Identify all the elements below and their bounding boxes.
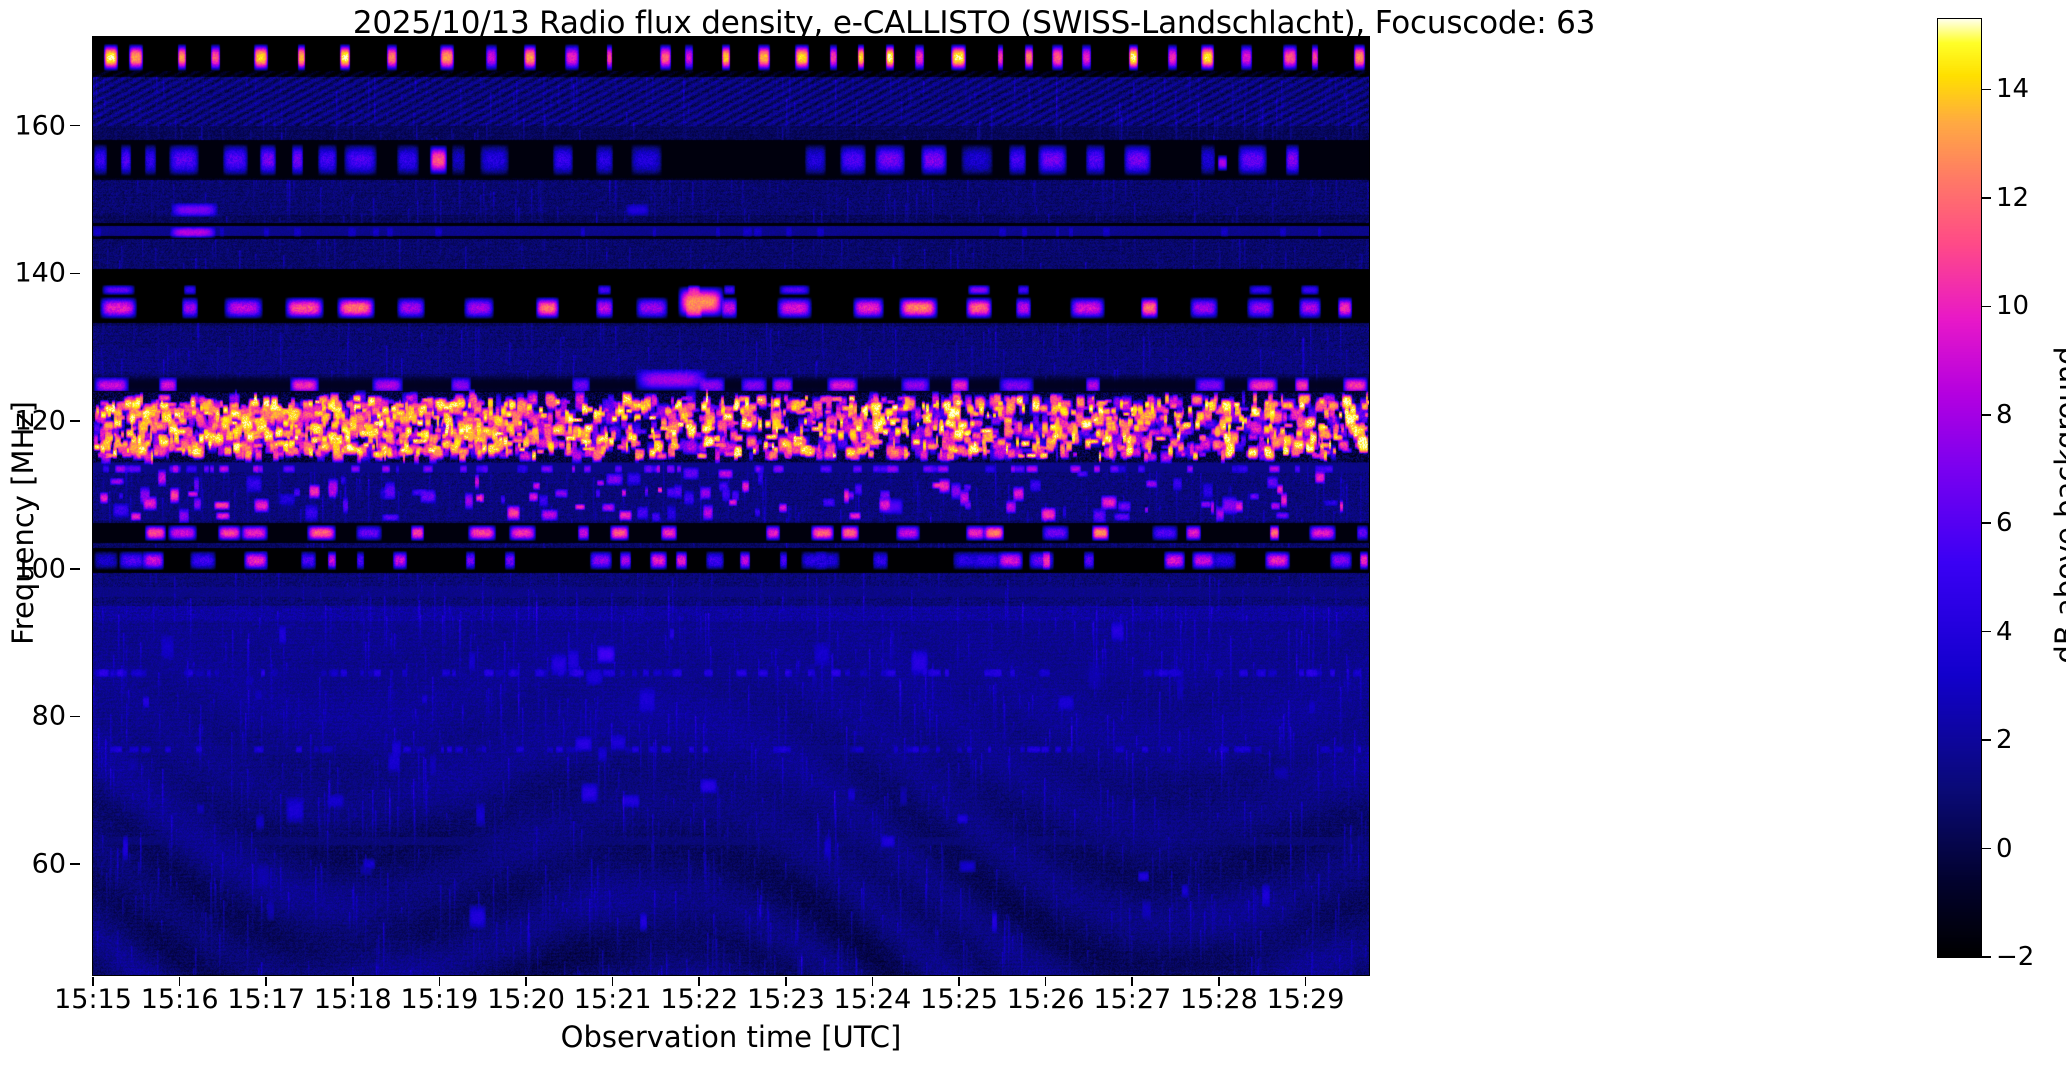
page-title: 2025/10/13 Radio flux density, e-CALLIST…	[352, 5, 1596, 41]
y-tick-label: 80	[31, 700, 66, 732]
x-tick-label: 15:22	[660, 984, 739, 1015]
x-tick-label: 15:16	[140, 984, 219, 1015]
x-tick-mark	[1044, 977, 1047, 986]
colorbar-tick-mark	[1982, 305, 1991, 308]
colorbar-tick-label: 4	[1996, 616, 2013, 647]
x-tick-mark	[958, 977, 960, 986]
x-axis-label: Observation time [UTC]	[560, 1020, 902, 1054]
x-tick-label: 15:21	[573, 984, 652, 1015]
x-tick-label: 15:19	[400, 984, 479, 1015]
x-tick-label: 15:28	[1179, 984, 1258, 1015]
y-axis-ticks: 160 140 120 100 80 60	[0, 0, 92, 1067]
x-tick-label: 15:17	[227, 984, 306, 1015]
colorbar[interactable]	[1937, 18, 1982, 958]
x-tick-mark	[438, 977, 441, 986]
x-tick-mark	[1218, 977, 1220, 986]
y-tick-label: 60	[31, 848, 66, 880]
spectrogram-image	[93, 37, 1369, 975]
colorbar-tick-label: 12	[1996, 182, 2030, 213]
x-tick-label: 15:27	[1093, 984, 1172, 1015]
colorbar-tick-mark	[1982, 739, 1991, 741]
x-tick-label: 15:23	[746, 984, 825, 1015]
spectrogram-plot-area[interactable]	[92, 36, 1370, 976]
x-tick-mark	[352, 977, 354, 986]
x-tick-mark	[525, 977, 527, 986]
colorbar-tick-mark	[1982, 197, 1991, 199]
y-tick-mark	[70, 567, 80, 570]
x-tick-label: 15:15	[54, 984, 132, 1015]
colorbar-tick-mark	[1982, 522, 1991, 525]
colorbar-tick-label: −2	[1996, 942, 2035, 972]
x-tick-mark	[265, 977, 267, 986]
colorbar-tick-mark	[1982, 847, 1991, 850]
y-tick-label: 140	[14, 257, 66, 289]
y-tick-mark	[70, 420, 80, 422]
x-tick-label: 15:24	[833, 984, 912, 1015]
y-tick-mark	[70, 272, 80, 275]
colorbar-tick-mark	[1982, 414, 1991, 416]
colorbar-tick-mark	[1982, 956, 1991, 958]
colorbar-tick-label: 8	[1996, 399, 2013, 430]
x-tick-mark	[785, 977, 787, 986]
x-tick-mark	[178, 977, 181, 986]
colorbar-gradient	[1938, 19, 1981, 957]
x-tick-label: 15:18	[313, 984, 392, 1015]
y-tick-mark	[70, 863, 80, 865]
y-tick-mark	[70, 715, 80, 718]
x-tick-mark	[871, 977, 874, 986]
x-tick-mark	[1131, 977, 1134, 986]
y-tick-label: 160	[14, 110, 66, 142]
colorbar-tick-label: 10	[1996, 291, 2030, 322]
x-tick-mark	[698, 977, 701, 986]
y-tick-label: 100	[14, 553, 66, 585]
y-tick-label: 120	[14, 405, 66, 437]
colorbar-tick-label: 6	[1996, 508, 2013, 539]
x-tick-label: 15:26	[1006, 984, 1085, 1015]
colorbar-tick-label: 14	[1996, 74, 2030, 105]
x-tick-label: 15:25	[920, 984, 998, 1015]
colorbar-tick-mark	[1982, 88, 1991, 91]
x-tick-mark	[611, 977, 614, 986]
x-tick-label: 15:29	[1266, 984, 1345, 1015]
colorbar-tick-mark	[1982, 630, 1991, 633]
colorbar-label: dB above background	[2049, 346, 2066, 664]
y-tick-mark	[70, 124, 80, 127]
x-tick-mark	[92, 977, 94, 986]
x-tick-mark	[1304, 977, 1307, 986]
x-tick-label: 15:20	[487, 984, 565, 1015]
colorbar-tick-label: 2	[1996, 725, 2013, 756]
colorbar-tick-label: 0	[1996, 833, 2013, 864]
